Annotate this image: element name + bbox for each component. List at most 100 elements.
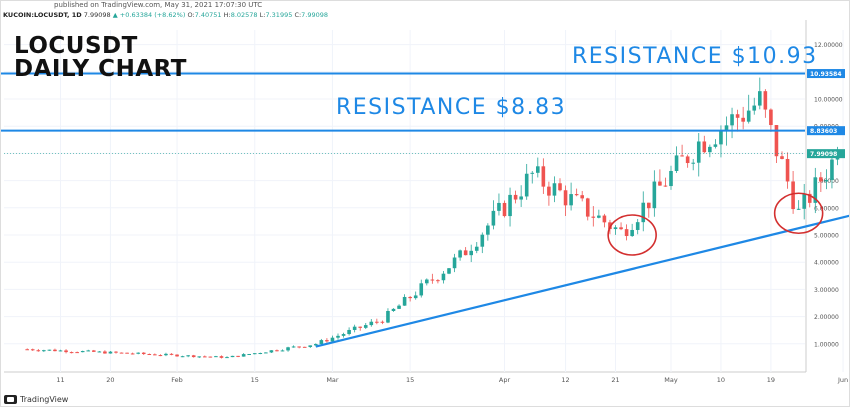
price-change: ▲ +0.63384 (+8.62%) [112, 11, 186, 19]
x-tick-label: Apr [499, 376, 511, 384]
candle-body [64, 350, 68, 353]
candle-body [397, 305, 401, 309]
open-value: 7.40751 [194, 11, 222, 19]
y-tick-label: 4.00000 [814, 260, 839, 267]
candle-body [447, 268, 451, 274]
candle-body [369, 321, 374, 326]
x-tick-label: 20 [106, 376, 114, 384]
candle-body [519, 196, 523, 200]
candle-body [746, 110, 751, 122]
candle-body [264, 352, 268, 354]
candle-body [325, 340, 329, 342]
candle-body [791, 181, 795, 210]
close-value: 7.99098 [301, 11, 329, 19]
candle-body [341, 334, 346, 336]
candle-body [314, 344, 318, 346]
candle-body [130, 353, 135, 355]
price-label-text: 8.83603 [810, 128, 837, 135]
candle-body [813, 177, 818, 203]
candle-body [491, 210, 496, 226]
candle-body [302, 346, 307, 348]
candle-body [413, 295, 418, 299]
candle-body [330, 337, 335, 342]
candle-body [630, 229, 634, 237]
candle-body [452, 257, 457, 269]
high-value: 8.02578 [230, 11, 258, 19]
last-price: 7.99098 [83, 11, 111, 19]
candle-body [141, 352, 146, 355]
candle-body [53, 349, 57, 352]
candle-body [819, 177, 823, 182]
candle-body [524, 173, 529, 197]
candle-body [219, 356, 224, 358]
price-label-text: 10.93584 [810, 71, 842, 78]
candle-body [358, 326, 362, 328]
candle-body [97, 351, 102, 353]
highlight-circle [607, 214, 657, 256]
candle-body [474, 246, 479, 251]
candle-body [391, 308, 396, 311]
candle-body [458, 250, 462, 258]
candle-body [419, 283, 424, 296]
candle-body [502, 202, 507, 217]
candle-body [58, 350, 63, 352]
candle-body [203, 356, 207, 358]
low-label: L: [259, 11, 266, 19]
candle-body [175, 354, 179, 357]
price-label-text: 7.99098 [810, 151, 837, 158]
candle-body [380, 321, 385, 323]
candle-body [275, 350, 279, 352]
candle-body [108, 351, 113, 354]
highlight-circle [773, 192, 824, 235]
candle-body [669, 170, 673, 187]
candle-body [480, 234, 485, 247]
resistance-lower-label: RESISTANCE $8.83 [336, 95, 567, 120]
candle-body [191, 355, 196, 358]
x-tick-label: 15 [406, 376, 414, 384]
candle-body [752, 105, 757, 111]
candle-body [530, 172, 535, 174]
chart-subtitle: DAILY CHART [14, 56, 187, 82]
published-note: published on TradingView.com, May 31, 20… [54, 1, 263, 9]
candle-body [713, 144, 718, 147]
y-tick-label: 5.00000 [814, 233, 839, 240]
candle-body [402, 296, 407, 306]
candle-body [80, 351, 85, 353]
candle-body [652, 181, 657, 209]
candle-body [735, 114, 740, 118]
symbol-info-row: KUCOIN:LOCUSDT, 1D 7.99098 ▲ +0.63384 (+… [3, 11, 328, 19]
candle-body [114, 351, 118, 353]
candle-body [441, 273, 446, 281]
candle-body [286, 347, 290, 351]
tradingview-brand: TradingView [4, 395, 68, 404]
candle-body [280, 350, 285, 352]
candle-body [336, 335, 340, 338]
y-tick-label: 6.00000 [814, 205, 839, 212]
candle-body [597, 215, 601, 218]
y-tick-label: 3.00000 [814, 287, 839, 294]
candle-body [558, 183, 562, 191]
x-tick-label: Jun [837, 376, 848, 384]
candle-body [297, 346, 301, 348]
open-label: O: [187, 11, 195, 19]
brand-text: TradingView [20, 395, 69, 404]
candle-body [75, 352, 79, 354]
candle-body [225, 357, 229, 359]
candle-body [180, 356, 185, 358]
x-tick-label: 10 [717, 376, 725, 384]
candle-body [585, 198, 590, 217]
candle-body [674, 155, 679, 171]
candle-body [536, 166, 540, 173]
candle-body [619, 227, 623, 230]
candle-body [125, 352, 129, 354]
candle-body [624, 229, 629, 237]
candle-body [375, 321, 379, 323]
candle-body [758, 91, 762, 106]
candle-body [702, 141, 707, 153]
candle-body [42, 350, 46, 352]
chart-title: LOCUSDT [14, 33, 138, 59]
candle-body [680, 155, 684, 157]
symbol-name[interactable]: KUCOIN:LOCUSDT, 1D [3, 11, 82, 19]
candle-body [613, 227, 618, 230]
